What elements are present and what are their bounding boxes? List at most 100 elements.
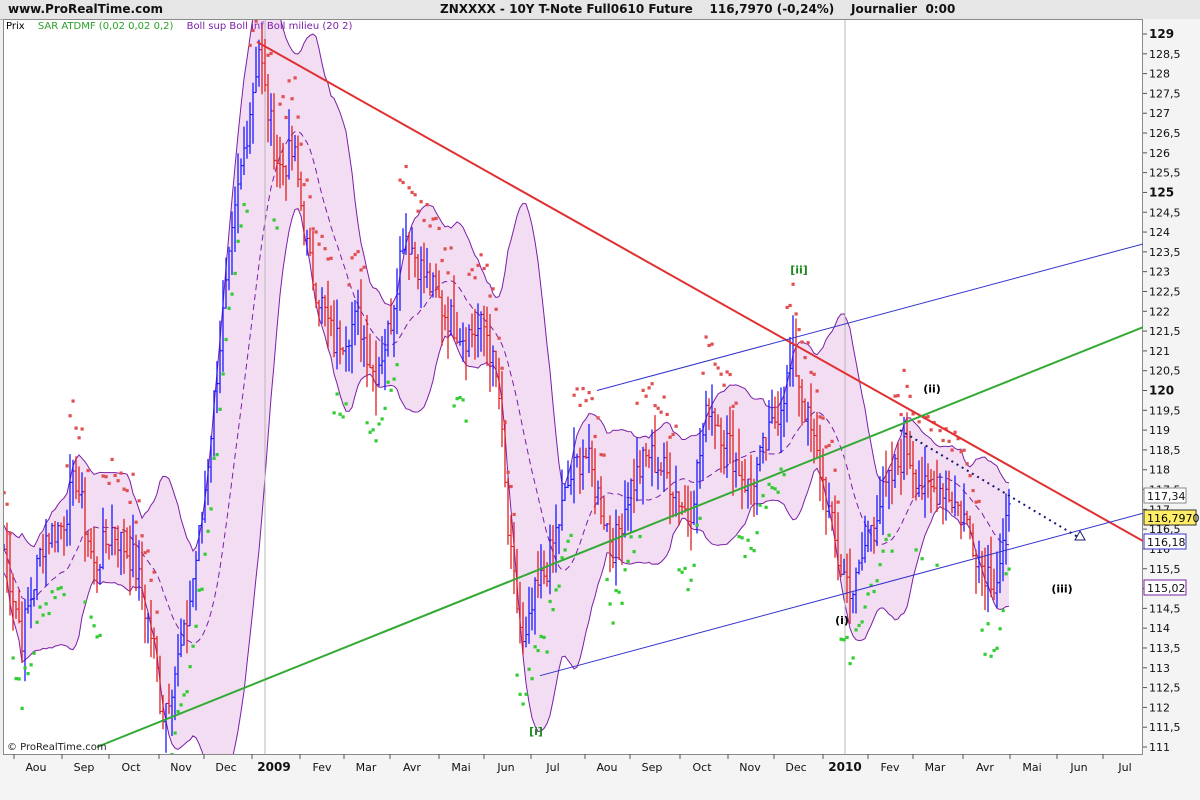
y-tick-label: 128,5 — [1149, 48, 1181, 61]
y-tick-label: 112,5 — [1149, 682, 1181, 695]
sar-dot — [392, 377, 396, 381]
sar-dot — [956, 437, 960, 441]
sar-dot — [261, 1, 264, 4]
sar-dot — [380, 417, 384, 421]
y-tick-label: 122,5 — [1149, 285, 1181, 298]
sar-dot — [287, 79, 291, 83]
sar-dot — [671, 432, 675, 437]
resistance-trendline — [256, 41, 1143, 542]
target-triangle-icon — [1074, 530, 1086, 541]
sar-dot — [911, 412, 915, 416]
sar-dot — [719, 372, 723, 376]
sar-dot — [200, 587, 204, 591]
sar-dot — [725, 370, 729, 374]
sar-dot — [515, 673, 519, 677]
price-tag-label: 116,18 — [1147, 536, 1186, 549]
x-tick-label: Aou — [596, 761, 617, 774]
x-tick-label: Jun — [496, 761, 514, 774]
sar-dot — [776, 490, 780, 494]
sar-dot — [809, 370, 813, 374]
sar-dot — [704, 335, 708, 339]
sar-dot — [593, 434, 597, 439]
sar-dot — [77, 436, 81, 440]
sar-dot — [404, 164, 408, 169]
price-tag — [1143, 509, 1197, 526]
sar-dot — [143, 551, 147, 555]
sar-dot — [548, 599, 552, 604]
price-axis[interactable] — [1143, 19, 1200, 755]
sar-dot — [203, 552, 207, 556]
sar-dot — [1007, 567, 1011, 571]
sar-dot — [122, 487, 126, 491]
sar-dot — [785, 305, 789, 310]
sar-dot — [71, 399, 75, 403]
sar-dot — [767, 482, 771, 486]
sar-dot — [56, 587, 60, 591]
wave-label: (i) — [835, 614, 849, 627]
y-tick-label: 126 — [1149, 147, 1170, 160]
sar-dot — [641, 388, 645, 392]
sar-dot — [449, 246, 453, 250]
legend-price: Prix — [6, 21, 25, 32]
sar-dot — [737, 535, 741, 539]
sar-dot — [797, 328, 801, 332]
sar-dot — [170, 753, 174, 754]
x-tick-label: Mai — [451, 761, 470, 774]
sar-dot — [647, 386, 651, 390]
sar-dot — [50, 590, 54, 594]
sar-dot — [209, 507, 213, 511]
sar-dot — [551, 608, 555, 612]
sar-dot — [506, 470, 510, 474]
sar-dot — [992, 648, 996, 653]
sar-dot — [872, 589, 876, 594]
sar-dot — [230, 292, 234, 296]
y-tick-label: 111,5 — [1149, 721, 1181, 734]
y-tick-label: 120 — [1149, 384, 1174, 398]
bollinger-upper-line — [4, 20, 1010, 553]
sar-dot — [422, 218, 426, 223]
sar-dot — [971, 488, 975, 493]
y-tick-label: 124,5 — [1149, 206, 1181, 219]
sar-dot — [159, 778, 162, 781]
sar-dot — [902, 368, 906, 372]
sar-dot — [998, 627, 1002, 631]
sar-dot — [563, 548, 567, 552]
sar-dot — [23, 666, 27, 670]
sar-dot — [968, 474, 972, 478]
sar-dot — [248, 43, 252, 47]
sar-dot — [893, 394, 897, 398]
sar-dot — [329, 256, 333, 260]
sar-dot — [512, 512, 516, 517]
sar-dot — [113, 473, 117, 478]
sar-dot — [596, 416, 600, 420]
sar-dot — [80, 427, 84, 431]
bollinger-middle-line — [4, 130, 1010, 644]
price-tag-label: 115,02 — [1147, 582, 1186, 595]
bollinger-lower-line — [4, 208, 1010, 754]
sar-dot — [386, 380, 390, 384]
time-axis[interactable] — [0, 755, 1200, 800]
sar-dot — [620, 601, 624, 605]
x-tick-label: Fev — [880, 761, 899, 774]
sar-dot — [605, 577, 609, 582]
y-tick-label: 118,5 — [1149, 444, 1181, 457]
sar-dot — [500, 366, 504, 370]
sar-dot — [215, 453, 219, 457]
sar-dot — [296, 115, 300, 119]
y-tick-label: 121,5 — [1149, 325, 1181, 338]
sar-dot — [674, 424, 678, 428]
sar-dot — [173, 731, 177, 735]
sar-dot — [884, 537, 888, 542]
x-tick-label: Fev — [312, 761, 331, 774]
sar-dot — [533, 645, 537, 649]
sar-dot — [179, 703, 183, 707]
sar-dot — [35, 620, 39, 624]
sar-dot — [722, 383, 726, 387]
sar-dot — [332, 411, 336, 415]
sar-dot — [206, 529, 210, 533]
sar-dot — [137, 499, 141, 503]
sar-dot — [866, 592, 870, 596]
sar-dot — [845, 635, 849, 640]
sar-dot — [428, 224, 432, 228]
